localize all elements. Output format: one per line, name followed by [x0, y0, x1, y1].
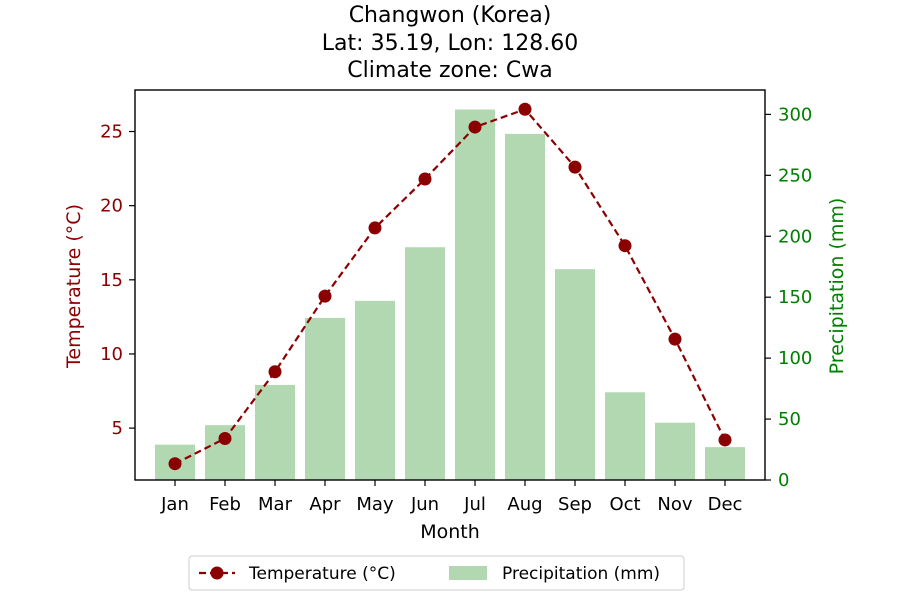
- precipitation-bar-jun: [405, 247, 445, 480]
- temperature-line: [168, 102, 732, 471]
- legend-box: [188, 555, 685, 591]
- left-axis-ticks: 5 10 15 20 25: [100, 122, 135, 439]
- left-tick-label: 20: [100, 196, 123, 217]
- x-tick-label: Feb: [209, 494, 241, 515]
- right-tick-label: 250: [778, 165, 812, 186]
- precipitation-bar-apr: [305, 317, 345, 480]
- legend-temperature-marker-icon: [210, 566, 224, 580]
- legend: Temperature (°C) Precipitation (mm): [188, 555, 685, 591]
- temperature-point-mar: [268, 365, 282, 379]
- x-axis-ticks: Jan Feb Mar Apr May Jun Jul Aug Sep Oct Nov Dec: [160, 480, 742, 515]
- right-axis-label: Precipitation (mm): [826, 198, 848, 375]
- x-tick-label: Jun: [410, 494, 439, 515]
- temperature-point-apr: [318, 289, 332, 303]
- x-tick-label: Dec: [708, 494, 743, 515]
- precipitation-bar-dec: [705, 447, 745, 480]
- right-tick-label: 50: [778, 409, 801, 430]
- right-tick-label: 300: [778, 104, 812, 125]
- precipitation-bar-aug: [505, 133, 545, 480]
- x-tick-label: Aug: [507, 494, 542, 515]
- temperature-point-jun: [418, 172, 432, 186]
- x-tick-label: Jan: [160, 494, 189, 515]
- temperature-point-nov: [668, 332, 682, 346]
- precipitation-bar-may: [355, 300, 395, 480]
- right-tick-label: 0: [778, 470, 789, 491]
- temperature-point-jul: [468, 120, 482, 134]
- right-tick-label: 150: [778, 287, 812, 308]
- temperature-point-dec: [718, 433, 732, 447]
- precipitation-bars: [155, 109, 745, 480]
- x-axis-label: Month: [420, 521, 480, 543]
- plot-frame: [134, 89, 766, 481]
- temperature-point-aug: [518, 102, 532, 116]
- temperature-point-sep: [568, 160, 582, 174]
- x-tick-label: Sep: [558, 494, 592, 515]
- left-tick-label: 5: [112, 418, 123, 439]
- chart-title-line-1: Changwon (Korea): [349, 3, 552, 28]
- temperature-point-feb: [218, 431, 232, 445]
- left-tick-label: 15: [100, 270, 123, 291]
- precipitation-bar-nov: [655, 422, 695, 480]
- legend-precipitation-swatch-icon: [449, 566, 487, 580]
- left-tick-label: 25: [100, 122, 123, 143]
- temperature-series-line: [174, 108, 726, 465]
- x-tick-label: Mar: [258, 494, 293, 515]
- temperature-point-jan: [168, 457, 182, 471]
- x-tick-label: Jul: [463, 494, 486, 515]
- legend-temperature-label: Temperature (°C): [248, 564, 396, 584]
- right-tick-label: 100: [778, 348, 812, 369]
- legend-precipitation-label: Precipitation (mm): [502, 564, 660, 584]
- right-axis-ticks: 0 50 100 150 200 250 300: [765, 104, 812, 491]
- chart-title-line-3: Climate zone: Cwa: [347, 58, 552, 83]
- precipitation-bar-oct: [605, 392, 645, 480]
- precipitation-bar-mar: [255, 384, 295, 480]
- x-tick-label: Nov: [657, 494, 692, 515]
- precipitation-bar-sep: [555, 269, 595, 480]
- precipitation-bar-jul: [455, 109, 495, 480]
- chart-title-line-2: Lat: 35.19, Lon: 128.60: [322, 31, 578, 56]
- temperature-point-may: [368, 221, 382, 235]
- x-tick-label: May: [356, 494, 394, 515]
- left-tick-label: 10: [100, 344, 123, 365]
- right-tick-label: 200: [778, 226, 812, 247]
- x-tick-label: Apr: [309, 494, 341, 515]
- temperature-point-oct: [618, 239, 632, 253]
- left-axis-label: Temperature (°C): [63, 204, 85, 369]
- x-tick-label: Oct: [609, 494, 640, 515]
